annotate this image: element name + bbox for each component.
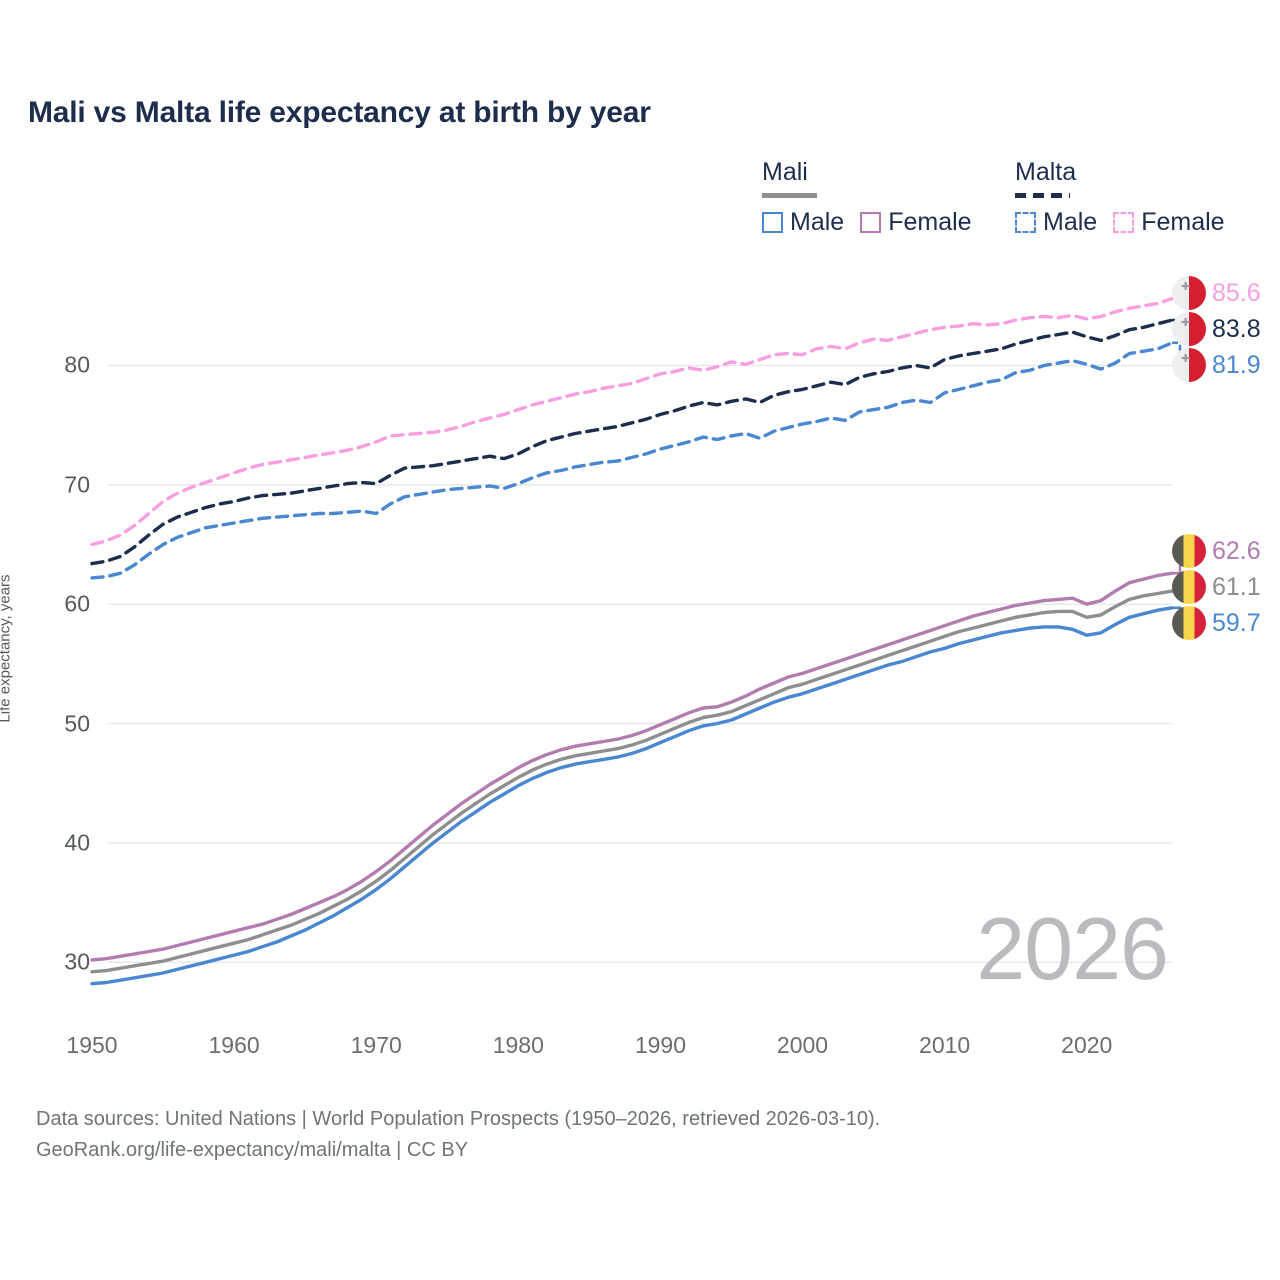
x-tick-label: 1950 (66, 1032, 118, 1058)
legend-country-mali: Mali (762, 158, 808, 186)
legend-swatch-icon-mali-female (860, 212, 882, 233)
malta-cross-icon: ✚ (1181, 281, 1191, 293)
end-value-label: 81.9 (1212, 350, 1261, 379)
x-tick-label: 1990 (634, 1032, 686, 1058)
page-title: Mali vs Malta life expectancy at birth b… (28, 96, 651, 129)
end-value-label: 61.1 (1212, 572, 1261, 601)
footer-credits: Data sources: United Nations | World Pop… (36, 1104, 880, 1166)
x-tick-label: 1970 (350, 1032, 402, 1058)
x-tick-label: 2020 (1061, 1032, 1113, 1058)
y-axis-title: Life expectancy, years (0, 574, 14, 723)
legend-item-mali-female[interactable]: Female (860, 208, 972, 236)
legend-label-mali-male: Male (790, 208, 845, 236)
malta-cross-icon: ✚ (1181, 353, 1191, 365)
end-marker-mali-total: 61.1 (1172, 570, 1261, 604)
end-marker-mali-male: 59.7 (1172, 606, 1261, 640)
legend-swatch-icon-malta-male (1015, 212, 1036, 233)
end-value-label: 59.7 (1212, 608, 1261, 637)
legend-item-malta-male[interactable]: Male (1015, 210, 1097, 235)
legend-items-mali: Male Female (762, 210, 972, 235)
legend-swatch-icon-mali-male (762, 212, 783, 233)
legend-item-malta-female[interactable]: Female (1113, 208, 1225, 236)
series-line-mali-total (90, 589, 1174, 974)
legend-group-mali: Mali Male Female (762, 160, 972, 235)
chart-legend: Mali Male Female Malta Male (762, 160, 1252, 242)
y-tick-label: 70 (64, 471, 90, 498)
x-tick-label: 2000 (776, 1032, 829, 1058)
footer-line-2[interactable]: GeoRank.org/life-expectancy/mali/malta |… (36, 1139, 469, 1161)
footer-line-1: Data sources: United Nations | World Pop… (36, 1108, 881, 1130)
legend-swatch-icon-malta-female (1113, 212, 1135, 233)
series-line-malta-total (90, 318, 1174, 566)
legend-country-malta: Malta (1015, 158, 1077, 186)
end-value-label: 85.6 (1212, 278, 1261, 307)
flag-icon-mali (1172, 534, 1206, 568)
flag-icon-malta: ✚ (1172, 312, 1206, 346)
legend-rule-mali (762, 193, 817, 198)
end-marker-malta-female: ✚ 85.6 (1172, 276, 1261, 310)
series-line-mali-male (90, 606, 1174, 986)
y-tick-label: 30 (64, 948, 90, 975)
end-value-label: 62.6 (1212, 536, 1261, 565)
y-tick-label: 40 (64, 829, 90, 856)
series-line-malta-male (90, 341, 1174, 580)
flag-icon-malta: ✚ (1172, 276, 1206, 310)
y-tick-label: 60 (64, 590, 90, 617)
legend-label-malta-male: Male (1043, 208, 1098, 236)
series-line-mali-female (90, 571, 1174, 962)
legend-label-malta-female: Female (1141, 208, 1225, 236)
legend-item-mali-male[interactable]: Male (762, 210, 844, 235)
legend-group-malta: Malta Male Female (1015, 160, 1225, 235)
y-tick-label: 80 (64, 351, 90, 378)
x-tick-label: 1980 (492, 1032, 544, 1058)
legend-label-mali-female: Female (888, 208, 972, 236)
end-marker-mali-female: 62.6 (1172, 534, 1261, 568)
flag-icon-malta: ✚ (1172, 348, 1206, 382)
legend-rule-malta (1015, 193, 1070, 198)
flag-icon-mali (1172, 570, 1206, 604)
x-tick-label: 1960 (208, 1032, 260, 1058)
end-marker-malta-total: ✚ 83.8 (1172, 312, 1261, 346)
legend-items-malta: Male Female (1015, 210, 1225, 235)
malta-cross-icon: ✚ (1181, 317, 1191, 329)
year-watermark: 2026 (976, 899, 1169, 998)
end-value-label: 83.8 (1212, 314, 1261, 343)
y-tick-label: 50 (64, 710, 90, 737)
series-line-malta-female (90, 296, 1174, 547)
x-tick-label: 2010 (919, 1032, 971, 1058)
end-marker-malta-male: ✚ 81.9 (1172, 348, 1261, 382)
flag-icon-mali (1172, 606, 1206, 640)
